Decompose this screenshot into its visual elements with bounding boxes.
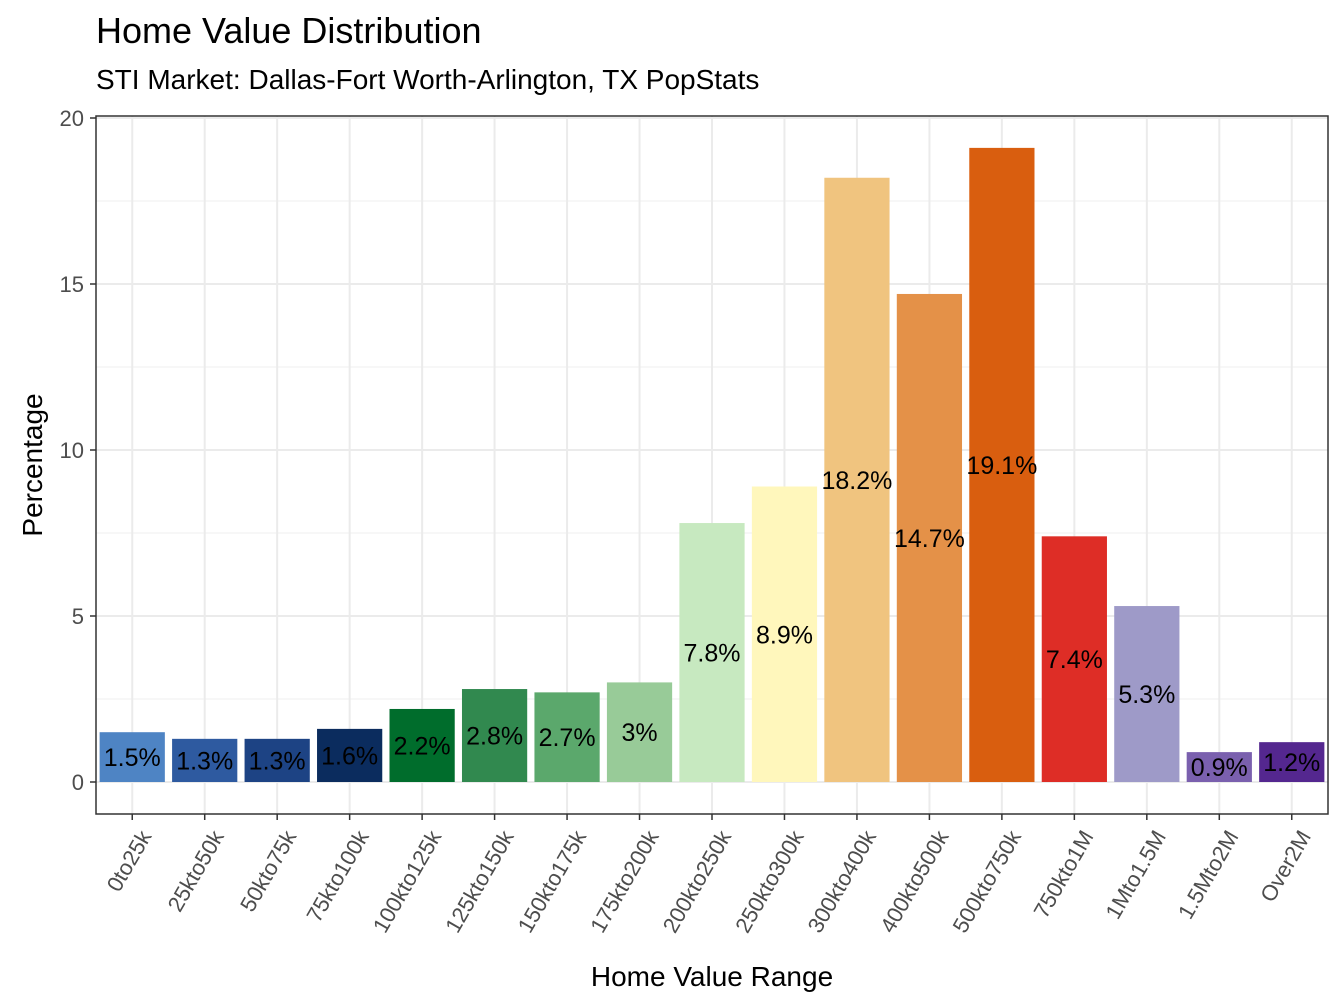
bar-value-label: 8.9% bbox=[756, 621, 813, 649]
bar-1.5Mto2M bbox=[1186, 752, 1252, 782]
bar-value-label: 0.9% bbox=[1191, 754, 1248, 782]
y-tick-label: 5 bbox=[72, 604, 84, 629]
bar-value-label: 19.1% bbox=[966, 452, 1037, 480]
bar-value-label: 18.2% bbox=[821, 467, 892, 495]
y-tick-label: 20 bbox=[60, 106, 84, 131]
y-axis: 0 5 10 15 20 bbox=[60, 106, 96, 795]
bar-400kto500k bbox=[896, 293, 963, 782]
bar-0to25k bbox=[99, 732, 165, 782]
chart-subtitle: STI Market: Dallas-Fort Worth-Arlington,… bbox=[96, 64, 760, 95]
x-tick-label: 25kto50k bbox=[163, 825, 230, 916]
bar-25kto50k bbox=[172, 738, 238, 782]
x-axis-title: Home Value Range bbox=[591, 961, 833, 992]
bar-value-label: 5.3% bbox=[1118, 681, 1175, 709]
y-tick-label: 15 bbox=[60, 272, 84, 297]
bar-value-label: 1.6% bbox=[321, 742, 378, 770]
bar-value-label: 1.5% bbox=[104, 744, 161, 772]
bar-value-label: 14.7% bbox=[894, 525, 965, 553]
x-tick-label: 150kto175k bbox=[513, 825, 592, 937]
x-tick-label: 250kto300k bbox=[730, 825, 809, 937]
x-tick-label: 100kto125k bbox=[368, 825, 447, 937]
bar-value-label: 3% bbox=[621, 719, 657, 747]
x-tick-label: 175kto200k bbox=[585, 825, 664, 937]
x-tick-label: 400kto500k bbox=[875, 825, 954, 937]
bar-125kto150k bbox=[461, 689, 528, 782]
x-tick-label: 1.5Mto2M bbox=[1173, 826, 1244, 923]
bar-value-label: 2.8% bbox=[466, 723, 523, 751]
x-tick-label: 1Mto1.5M bbox=[1100, 826, 1171, 923]
bars bbox=[99, 147, 1325, 782]
bar-100kto125k bbox=[389, 708, 455, 782]
bar-200kto250k bbox=[679, 523, 745, 782]
y-tick-label: 0 bbox=[72, 770, 84, 795]
bar-150kto175k bbox=[534, 692, 600, 782]
x-tick-label: 300kto400k bbox=[803, 825, 882, 937]
bar-value-label: 2.2% bbox=[394, 732, 451, 760]
bar-value-label: 1.3% bbox=[176, 747, 233, 775]
x-tick-label: 750kto1M bbox=[1029, 826, 1099, 922]
bar-75kto100k bbox=[317, 728, 383, 782]
bar-250kto300k bbox=[751, 486, 818, 782]
bar-value-label: 1.2% bbox=[1263, 749, 1320, 777]
x-tick-label: 200kto250k bbox=[658, 825, 737, 937]
x-tick-label: 500kto750k bbox=[948, 825, 1027, 937]
x-tick-label: Over2M bbox=[1255, 826, 1316, 906]
bar-value-label: 2.7% bbox=[539, 724, 596, 752]
bar-value-label: 1.3% bbox=[249, 747, 306, 775]
x-tick-label: 0to25k bbox=[102, 825, 157, 896]
bar-50kto75k bbox=[244, 738, 310, 782]
y-axis-title: Percentage bbox=[17, 393, 48, 536]
bar-value-label: 7.4% bbox=[1046, 646, 1103, 674]
bar-500kto750k bbox=[969, 147, 1035, 782]
bar-1Mto1.5M bbox=[1114, 606, 1180, 782]
x-axis: 0to25k 25kto50k 50kto75k 75kto100k100kto125… bbox=[102, 814, 1316, 937]
bar-labels: 1.5% 1.3% 1.3% 1.6% 2.2% 2.8% 2.7% 3% 7.8% 8.9% 18… bbox=[104, 452, 1321, 782]
bar-300kto400k bbox=[824, 177, 890, 782]
x-tick-label: 75kto100k bbox=[301, 825, 374, 926]
bar-750kto1M bbox=[1041, 536, 1107, 782]
y-tick-label: 10 bbox=[60, 438, 84, 463]
x-tick-label: 50kto75k bbox=[235, 825, 302, 916]
chart-title: Home Value Distribution bbox=[96, 10, 482, 51]
bar-175kto200k bbox=[606, 682, 673, 782]
bar-value-label: 7.8% bbox=[684, 640, 741, 668]
bar-Over2M bbox=[1259, 742, 1325, 782]
x-tick-label: 125kto150k bbox=[440, 825, 519, 937]
